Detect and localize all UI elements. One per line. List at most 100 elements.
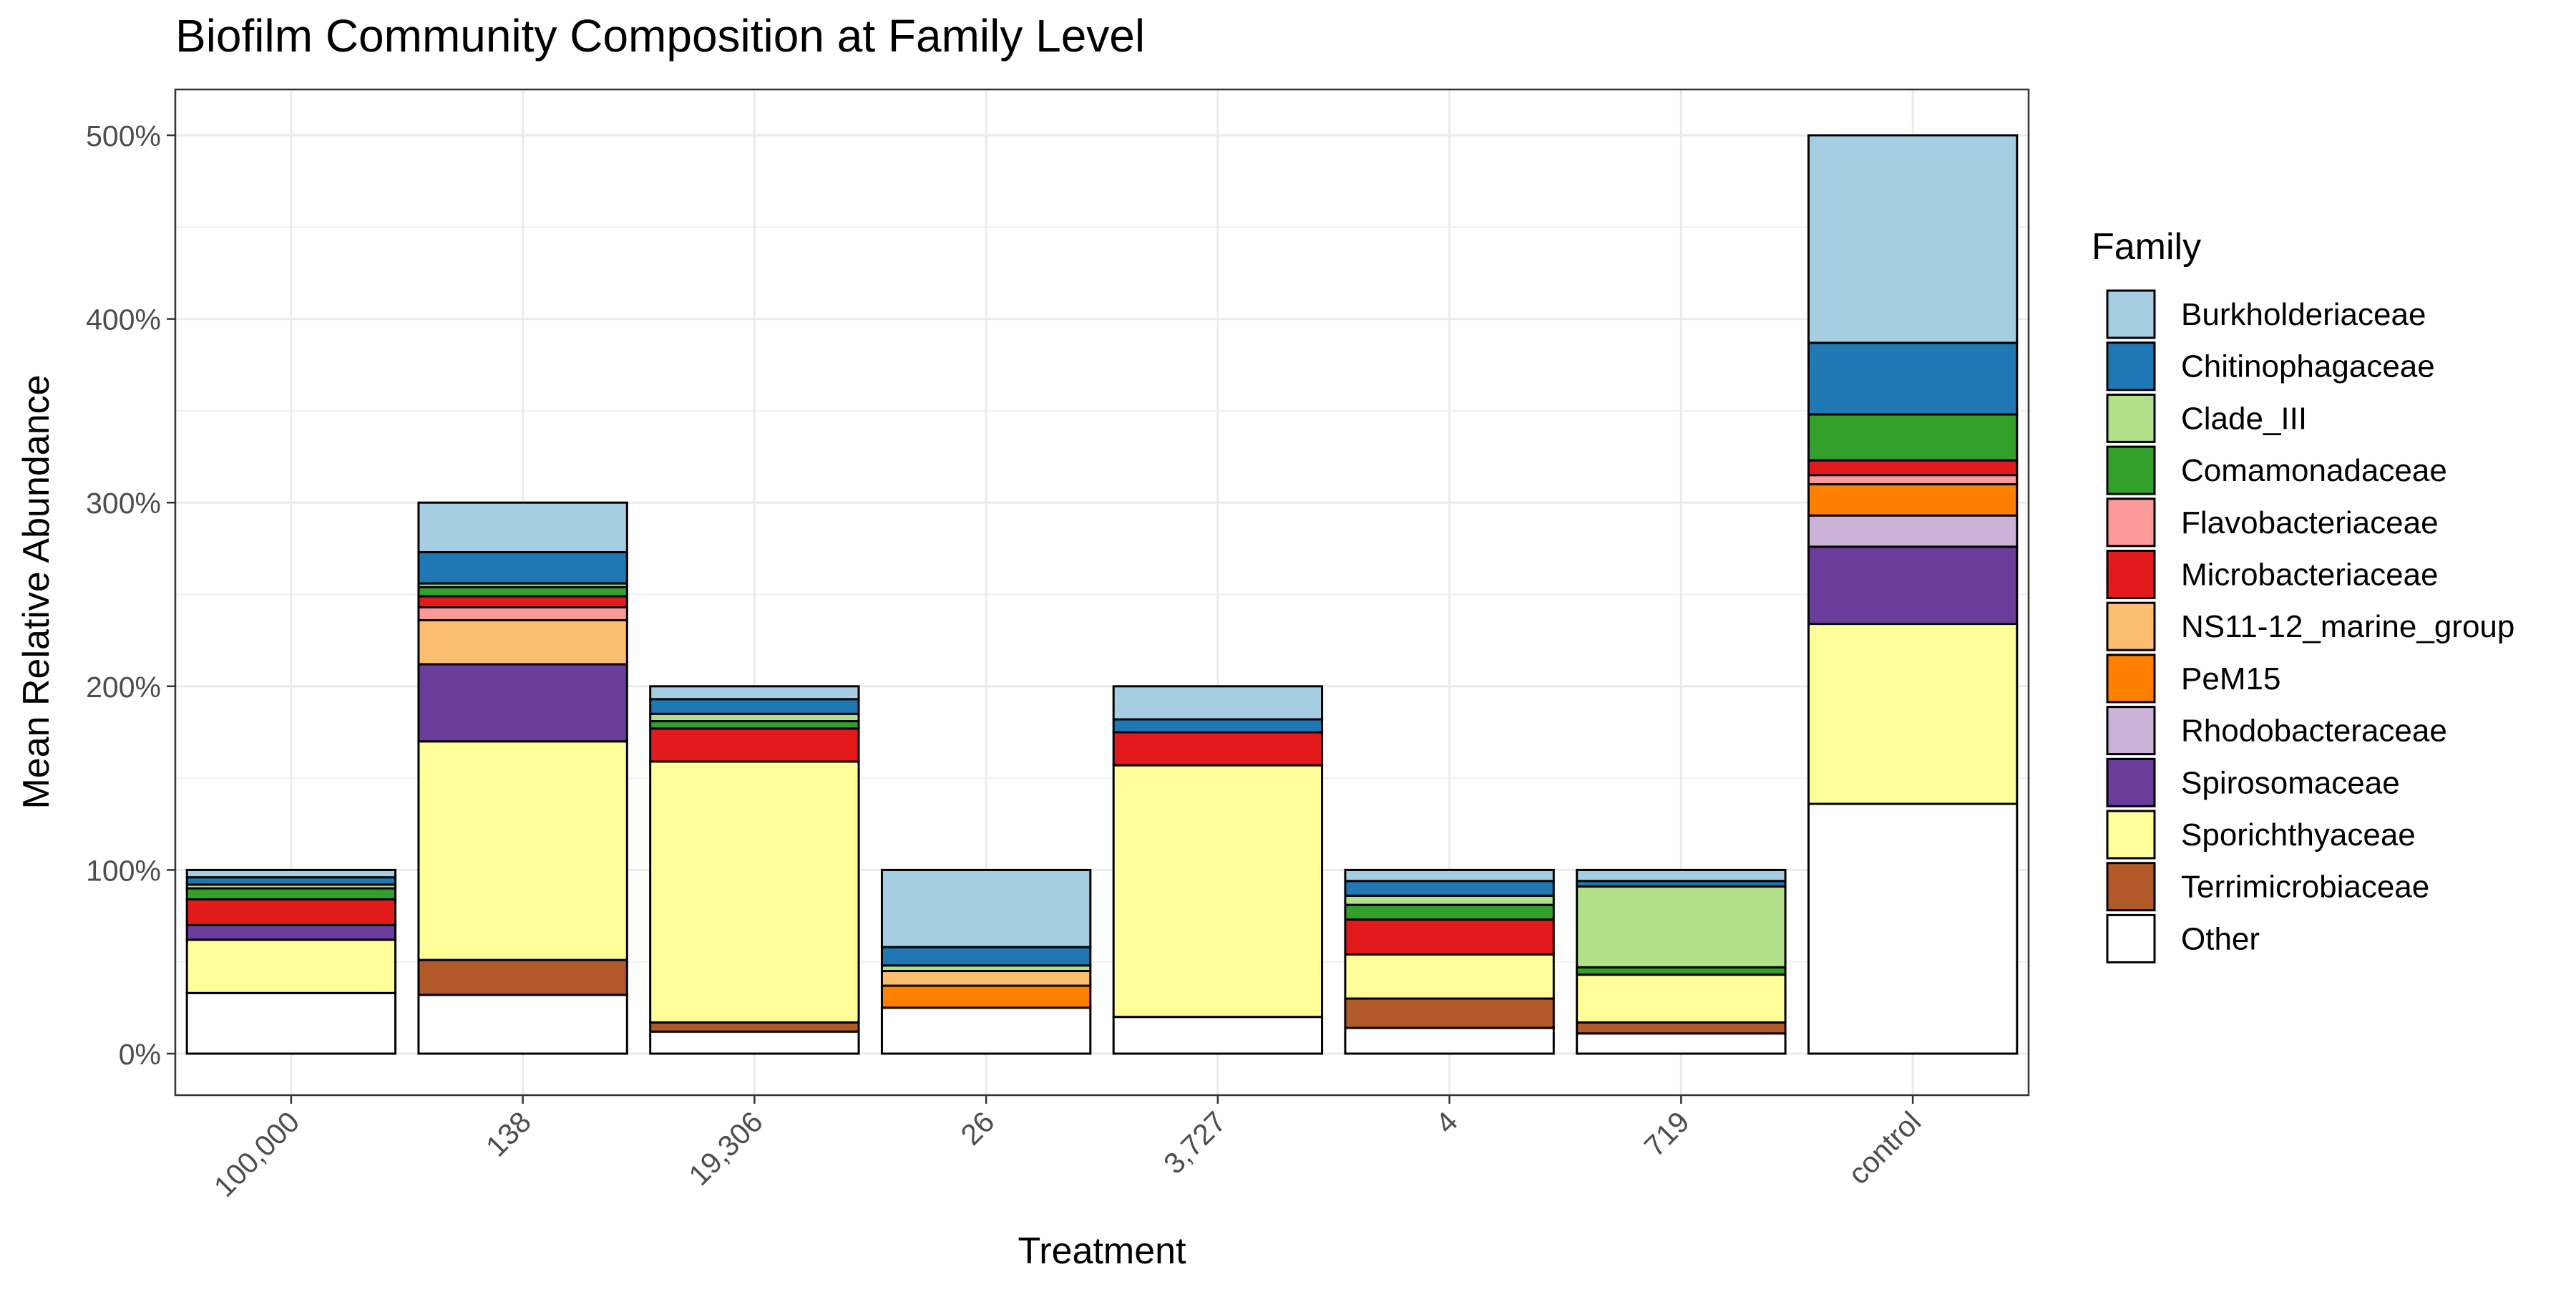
- bar-segment: [1344, 1026, 1555, 1055]
- legend-label: Flavobacteriaceae: [2181, 505, 2439, 540]
- bar-segment: [1112, 731, 1324, 767]
- bar-segment: [880, 946, 1092, 967]
- bar-segment: [649, 720, 860, 730]
- legend-swatch: [2106, 497, 2156, 548]
- bar-segment: [417, 595, 628, 608]
- bar-segment: [1344, 997, 1555, 1029]
- y-tick-label: 500%: [86, 120, 161, 152]
- bar-segment: [1807, 623, 2019, 805]
- x-tick-label: 719: [1638, 1105, 1696, 1163]
- legend-swatch: [2106, 862, 2156, 912]
- bar-segment: [1807, 545, 2019, 626]
- bar-segment: [649, 685, 860, 701]
- bar-segment: [417, 550, 628, 585]
- bar-segment: [1807, 483, 2019, 517]
- legend-label: PeM15: [2181, 661, 2280, 696]
- legend-swatch: [2106, 601, 2156, 651]
- bar-segment: [1344, 953, 1555, 1000]
- legend-label: Terrimicrobiaceae: [2181, 870, 2429, 905]
- bar-segment: [880, 868, 1092, 948]
- bar-stack: [1807, 134, 2019, 1055]
- bar-segment: [417, 501, 628, 553]
- bar-stack: [649, 685, 860, 1055]
- bar-segment: [185, 876, 397, 886]
- legend-label: Rhodobacteraceae: [2181, 714, 2447, 749]
- y-tick-label: 100%: [86, 854, 161, 887]
- bar-stack: [880, 868, 1092, 1055]
- bar-segment: [880, 984, 1092, 1009]
- legend-swatch: [2106, 757, 2156, 807]
- x-tick-label: 4: [1429, 1105, 1464, 1140]
- bar-segment: [1576, 1021, 1787, 1035]
- plot-border: [174, 88, 2030, 1097]
- bar-segment: [1112, 685, 1324, 721]
- legend-label: Microbacteriaceae: [2181, 558, 2439, 593]
- bar-segment: [417, 663, 628, 743]
- bar-segment: [417, 740, 628, 961]
- legend-swatch: [2106, 393, 2156, 443]
- bar-stack: [1344, 868, 1555, 1055]
- bar-segment: [185, 923, 397, 941]
- bar-segment: [1112, 718, 1324, 734]
- bar-segment: [1576, 966, 1787, 976]
- legend-swatch: [2106, 341, 2156, 392]
- bar-segment: [1807, 514, 2019, 548]
- bar-segment: [1344, 918, 1555, 956]
- x-tick-label: control: [1842, 1105, 1928, 1191]
- y-axis-label: Mean Relative Abundance: [16, 374, 57, 809]
- legend-swatch: [2106, 654, 2156, 704]
- bar-stack: [417, 501, 628, 1055]
- bar-segment: [649, 712, 860, 723]
- y-tick-label: 0%: [119, 1038, 161, 1071]
- y-tick-label: 300%: [86, 487, 161, 520]
- bar-segment: [417, 606, 628, 621]
- bar-segment: [1576, 885, 1787, 968]
- legend: Family Burkholderiaceae Chitinophagaceae C…: [2092, 226, 2514, 963]
- bar-segment: [1344, 868, 1555, 883]
- x-tick-label: 26: [955, 1105, 1001, 1152]
- legend-swatch: [2106, 810, 2156, 860]
- bar-stack: [1112, 685, 1324, 1055]
- bar-segment: [1344, 903, 1555, 921]
- bar-segment: [1807, 413, 2019, 462]
- legend-swatch: [2106, 550, 2156, 599]
- bar-segment: [417, 618, 628, 666]
- legend-label: Burkholderiaceae: [2181, 297, 2426, 332]
- bar-segment: [649, 1030, 860, 1055]
- legend-label: Chitinophagaceae: [2181, 349, 2435, 384]
- bar-segment: [649, 698, 860, 715]
- legend-swatch: [2106, 289, 2156, 339]
- legend-label: Clade_III: [2181, 401, 2307, 436]
- bar-segment: [1112, 764, 1324, 1019]
- bar-segment: [185, 898, 397, 926]
- x-tick-label: 19,306: [683, 1105, 769, 1192]
- bar-segment: [417, 994, 628, 1055]
- legend-label: NS11-12_marine_group: [2181, 609, 2514, 644]
- bar-segment: [417, 958, 628, 996]
- legend-label: Sporichthyaceae: [2181, 817, 2416, 853]
- legend-swatch: [2106, 913, 2156, 963]
- bar-segment: [185, 887, 397, 900]
- x-tick-label: 100,000: [208, 1105, 306, 1203]
- bars-layer: [185, 134, 2019, 1055]
- x-axis-label: Treatment: [1018, 1230, 1186, 1272]
- bar-segment: [1112, 1016, 1324, 1055]
- bar-segment: [185, 868, 397, 879]
- legend-swatch: [2106, 445, 2156, 495]
- bar-segment: [1344, 880, 1555, 897]
- x-tick-label: 138: [479, 1105, 537, 1163]
- bar-segment: [185, 991, 397, 1055]
- x-axis: 100,000 138 19,306 26 3,727 4 719 control: [208, 1095, 1928, 1203]
- legend-label: Other: [2181, 921, 2260, 956]
- bar-segment: [185, 938, 397, 994]
- bar-segment: [1344, 894, 1555, 906]
- chart-title: Biofilm Community Composition at Family …: [175, 10, 1145, 62]
- legend-label: Comamonadaceae: [2181, 453, 2447, 488]
- bar-stack: [185, 868, 397, 1055]
- bar-segment: [649, 727, 860, 763]
- bar-segment: [1807, 474, 2019, 486]
- bar-segment: [880, 970, 1092, 987]
- y-tick-label: 200%: [86, 671, 161, 704]
